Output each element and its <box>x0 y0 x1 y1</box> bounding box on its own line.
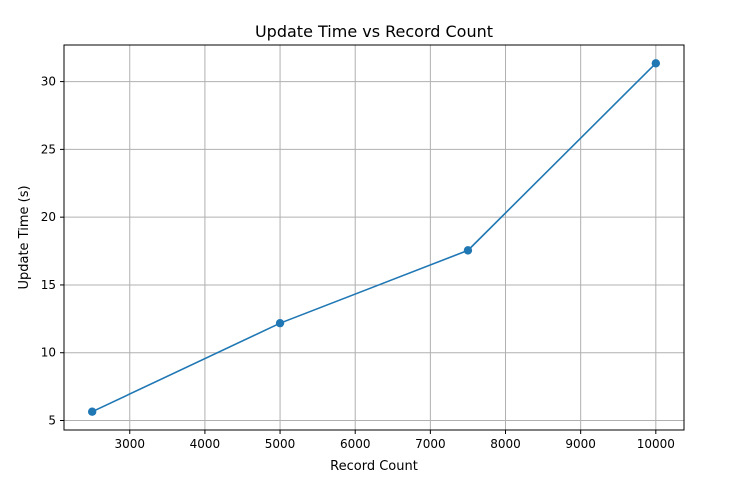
x-tick-label: 5000 <box>265 437 296 451</box>
x-tick-label: 4000 <box>190 437 221 451</box>
grid-lines <box>64 45 684 430</box>
x-axis-label: Record Count <box>330 459 418 474</box>
y-axis-label: Update Time (s) <box>17 185 32 289</box>
data-point <box>651 59 661 68</box>
y-tick-label: 5 <box>48 414 56 428</box>
y-tick-label: 25 <box>41 142 56 156</box>
data-point <box>275 318 285 328</box>
y-tick-label: 10 <box>41 346 56 360</box>
x-tick-label: 6000 <box>340 437 371 451</box>
y-tick-label: 30 <box>41 75 56 89</box>
y-tick-label: 20 <box>41 210 56 224</box>
y-axis-ticks: 5 10 15 20 25 30 <box>41 75 64 428</box>
x-tick-label: 10000 <box>637 437 675 451</box>
x-axis-ticks: 3000 4000 5000 6000 7000 8000 9000 10000 <box>114 430 675 451</box>
x-tick-label: 3000 <box>114 437 145 451</box>
data-point <box>463 246 473 255</box>
x-tick-label: 8000 <box>490 437 521 451</box>
x-tick-label: 9000 <box>565 437 596 451</box>
series-layer <box>87 59 661 416</box>
chart-title: Update Time vs Record Count <box>255 22 493 41</box>
x-tick-label: 7000 <box>415 437 446 451</box>
data-point <box>87 407 97 416</box>
plot-frame <box>63 44 685 431</box>
series-line <box>91 62 657 413</box>
y-tick-label: 15 <box>41 278 56 292</box>
